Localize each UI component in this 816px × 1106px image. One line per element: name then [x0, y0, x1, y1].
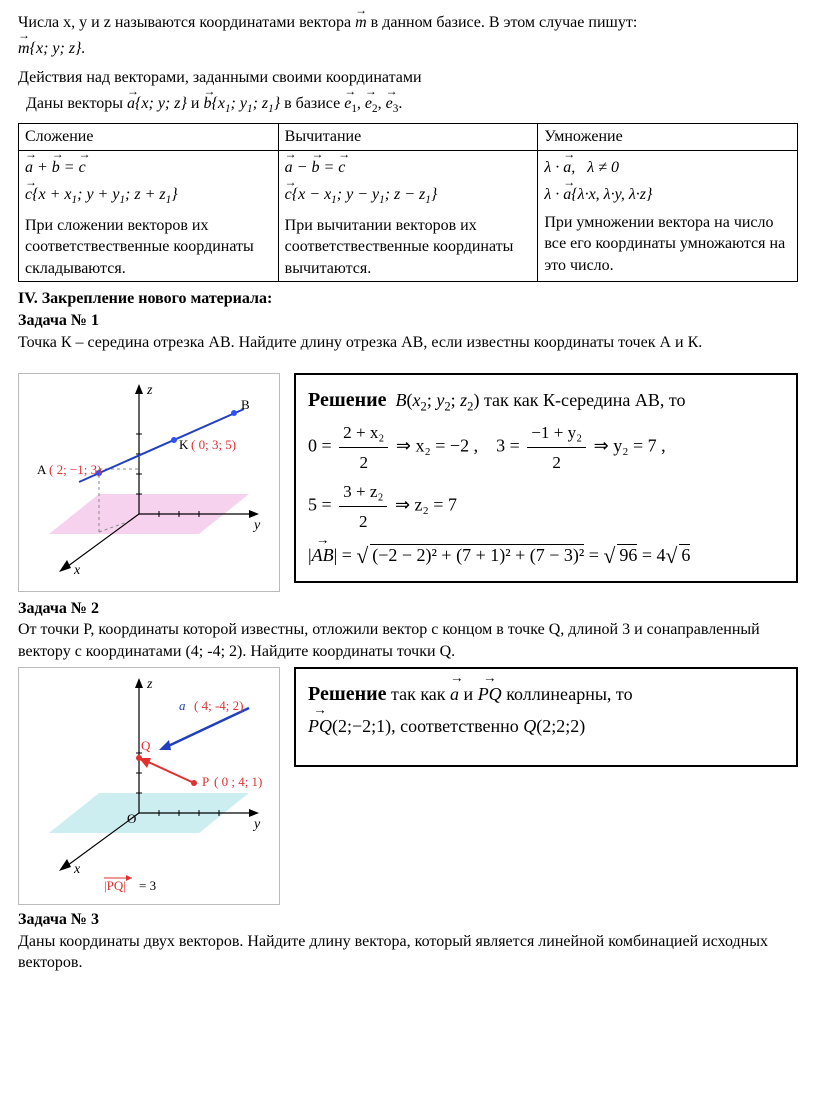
- task2-row: z y x O a ( 4; -4; 2) P: [18, 667, 798, 906]
- pt-a-name: A: [37, 462, 47, 477]
- intro-line1: Числа x, y и z называются координатами в…: [18, 12, 798, 34]
- svg-text:x: x: [73, 862, 81, 877]
- svg-text:O: O: [127, 811, 136, 826]
- section-iv-title: IV. Закрепление нового материала:: [18, 288, 798, 310]
- svg-text:( 0 ; 4; 1): ( 0 ; 4; 1): [214, 774, 262, 789]
- intro-text-b: в данном базисе. В этом случае пишут:: [371, 14, 638, 31]
- operations-table: Сложение Вычитание Умножение a + b = c c…: [18, 123, 798, 282]
- intro-text-a: Числа x, y и z называются координатами в…: [18, 14, 351, 31]
- cell-sub-text: При вычитании векторов их соответствеств…: [285, 217, 514, 277]
- svg-text:( 4; -4; 2): ( 4; -4; 2): [194, 698, 243, 713]
- pt-b-name: B: [241, 397, 250, 412]
- task1-row: z y x A: [18, 373, 798, 592]
- cell-add-text: При сложении векторов их соответствестве…: [25, 217, 254, 277]
- task2-title: Задача № 2: [18, 598, 798, 620]
- solution-2: Решение так как a и PQ коллинеарны, то P…: [294, 667, 798, 767]
- svg-text:|PQ|: |PQ|: [104, 878, 126, 893]
- pt-a-coord: ( 2; −1; 3): [49, 462, 101, 477]
- pt-k-coord: ( 0; 3; 5): [191, 437, 236, 452]
- sol1-lead: Решение: [308, 389, 387, 411]
- cell-add: a + b = c c{x + x1; y + y1; z + z1} При …: [19, 150, 279, 282]
- mxyz: m{x; y; z}.: [18, 38, 798, 60]
- svg-text:= 3: = 3: [139, 878, 156, 893]
- solution-1: Решение B(x2; y2; z2) так как К-середина…: [294, 373, 798, 583]
- svg-text:a: a: [179, 698, 186, 713]
- svg-text:z: z: [146, 383, 153, 398]
- svg-text:P: P: [202, 774, 209, 789]
- diagram-2: z y x O a ( 4; -4; 2) P: [18, 667, 280, 906]
- cell-mul-text: При умножении вектора на число все его к…: [544, 214, 785, 274]
- task1-text: Точка К – середина отрезка АВ. Найдите д…: [18, 332, 798, 354]
- svg-text:x: x: [73, 563, 81, 578]
- task3-title: Задача № 3: [18, 909, 798, 931]
- cell-mul: λ · a, λ ≠ 0 λ · a{λ·x, λ·y, λ·z} При ум…: [538, 150, 798, 282]
- svg-text:y: y: [252, 518, 261, 533]
- given-vectors: Даны векторы a{x; y; z} и b{x1; y1; z1} …: [26, 93, 798, 117]
- pt-k-name: K: [179, 437, 189, 452]
- cell-sub: a − b = c c{x − x1; y − y1; z − z1} При …: [278, 150, 538, 282]
- svg-text:z: z: [146, 677, 153, 692]
- task3-text: Даны координаты двух векторов. Найдите д…: [18, 931, 798, 974]
- diagram-1: z y x A: [18, 373, 280, 592]
- task2-text: От точки P, координаты которой известны,…: [18, 619, 798, 662]
- svg-text:y: y: [252, 817, 261, 832]
- svg-text:Q: Q: [141, 738, 151, 753]
- sol1-tail: так как К-середина АВ, то: [484, 390, 686, 410]
- task1-title: Задача № 1: [18, 310, 798, 332]
- th-mul: Умножение: [538, 124, 798, 151]
